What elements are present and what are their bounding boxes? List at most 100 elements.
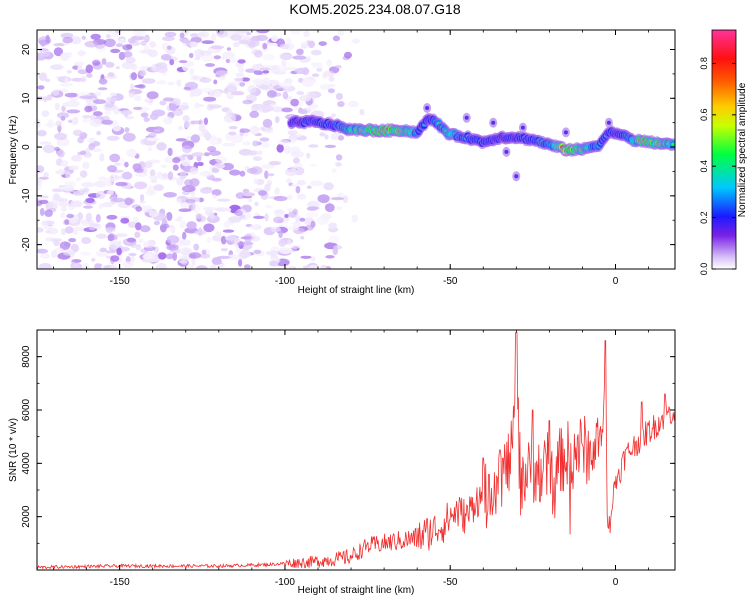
noise-blob xyxy=(77,136,84,144)
noise-blob xyxy=(310,62,323,67)
noise-blob xyxy=(176,79,182,87)
noise-blob xyxy=(37,200,43,207)
noise-blob xyxy=(98,176,107,181)
noise-blob xyxy=(53,47,64,57)
noise-blob xyxy=(284,66,297,71)
noise-blob xyxy=(265,204,273,209)
noise-blob xyxy=(93,99,107,105)
noise-blob xyxy=(39,49,51,57)
noise-blob xyxy=(122,51,133,58)
noise-blob xyxy=(284,265,294,269)
noise-blob xyxy=(252,156,263,162)
noise-blob xyxy=(223,87,229,95)
noise-blob xyxy=(179,32,185,38)
noise-blob xyxy=(162,36,175,42)
noise-blob xyxy=(41,220,55,226)
noise-blob xyxy=(259,137,270,142)
noise-blob xyxy=(148,49,158,58)
noise-blob xyxy=(160,164,168,169)
noise-blob xyxy=(46,94,53,101)
noise-blob xyxy=(239,170,246,177)
noise-blob xyxy=(132,216,139,223)
noise-blob xyxy=(146,91,159,100)
noise-blob xyxy=(284,78,293,84)
noise-blob xyxy=(332,246,338,256)
noise-blob xyxy=(56,137,70,147)
noise-blob xyxy=(37,227,44,233)
noise-blob xyxy=(88,142,96,151)
noise-blob xyxy=(68,202,76,210)
noise-blob xyxy=(203,96,217,102)
noise-blob xyxy=(40,39,47,47)
noise-blob xyxy=(183,86,191,90)
noise-blob xyxy=(104,226,117,233)
spectrogram-y-axis: 20 10 0 -10 -20 xyxy=(21,44,675,270)
noise-blob xyxy=(109,240,121,250)
noise-blob xyxy=(239,249,251,258)
noise-blob xyxy=(293,157,300,164)
noise-blob xyxy=(115,66,120,70)
noise-blob xyxy=(134,181,148,190)
noise-blob xyxy=(134,84,145,88)
noise-blob xyxy=(262,53,276,61)
noise-blob xyxy=(282,91,289,100)
noise-blob xyxy=(106,190,114,195)
noise-blob xyxy=(198,124,206,132)
noise-blob xyxy=(112,106,121,115)
noise-blob xyxy=(53,193,60,201)
noise-blob xyxy=(60,228,67,235)
noise-blob xyxy=(147,146,153,152)
snr-x-label: Height of straight line (km) xyxy=(298,585,415,596)
noise-blob xyxy=(57,76,71,83)
noise-blob xyxy=(214,207,229,212)
ridge-lobe-core xyxy=(504,149,509,154)
noise-blob xyxy=(143,117,150,122)
noise-blob xyxy=(188,252,202,259)
noise-blob xyxy=(167,81,175,86)
noise-blob xyxy=(62,36,73,44)
noise-blob xyxy=(106,182,113,186)
noise-blob xyxy=(53,43,65,47)
spectrogram-x-axis: -150 -100 -50 0 xyxy=(53,30,649,287)
noise-blob xyxy=(180,259,188,265)
noise-blob xyxy=(58,198,69,203)
noise-blob xyxy=(335,206,343,211)
noise-blob xyxy=(127,37,136,44)
noise-blob xyxy=(249,110,259,118)
noise-blob xyxy=(159,100,167,106)
noise-blob xyxy=(319,132,326,137)
noise-blob xyxy=(172,164,179,171)
noise-blob xyxy=(328,235,340,244)
noise-blob xyxy=(213,55,221,60)
noise-blob xyxy=(206,237,212,243)
noise-blob xyxy=(216,255,231,259)
noise-blob xyxy=(208,104,222,109)
noise-blob xyxy=(310,49,322,56)
snr-y-axis: 2000 4000 6000 8000 xyxy=(21,329,675,544)
noise-blob xyxy=(278,247,292,255)
noise-blob xyxy=(164,156,174,163)
noise-blob xyxy=(124,197,133,206)
noise-blob xyxy=(120,217,130,224)
noise-blob xyxy=(61,105,66,112)
noise-blob xyxy=(122,44,133,51)
noise-blob xyxy=(335,92,343,101)
noise-blob xyxy=(65,172,72,179)
noise-blob xyxy=(155,262,167,269)
noise-blob xyxy=(239,128,251,133)
colorbar-axis: 0.0 0.2 0.4 0.6 0.8 xyxy=(699,57,736,275)
noise-blob xyxy=(324,134,329,140)
noise-blob xyxy=(305,212,319,218)
colorbar-gradient xyxy=(712,30,736,269)
noise-blob xyxy=(291,183,298,188)
noise-blob xyxy=(71,154,82,162)
noise-blob xyxy=(101,58,107,65)
noise-blob xyxy=(306,185,312,189)
noise-blob xyxy=(156,142,167,151)
noise-blob xyxy=(316,67,323,72)
x-tick-label: -150 xyxy=(110,276,130,287)
noise-blob xyxy=(253,70,263,75)
noise-blob xyxy=(63,251,76,256)
noise-blob xyxy=(179,220,187,229)
colorbar-frame xyxy=(711,29,737,270)
